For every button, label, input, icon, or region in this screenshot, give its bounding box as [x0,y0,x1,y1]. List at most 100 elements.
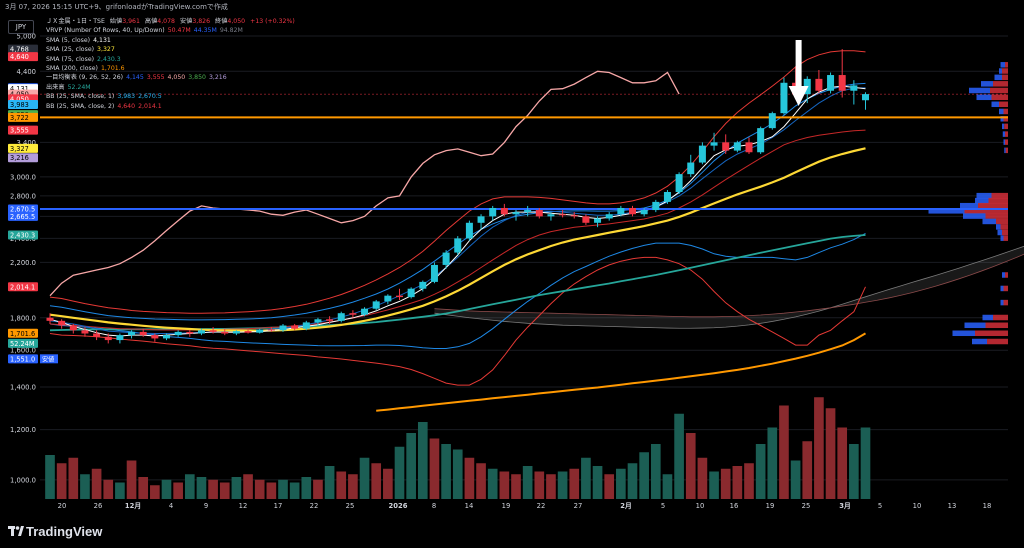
y-axis-tick: 2,800.0 [10,192,36,200]
vrvp-bar-up [1000,62,1005,68]
vrvp-bar-down [1003,235,1008,241]
vrvp-bar-up [975,197,989,204]
vrvp-bar-down [1005,272,1008,278]
indicator-name: SMA (200, close) [46,65,98,73]
vrvp-bar-down [1004,123,1008,130]
volume-bar [639,452,649,499]
indicator-name: BB (25, SMA, close, 1) [46,93,115,101]
indicator-value: 1,701.6 [100,65,125,73]
change-value: +13 (+0.32%) [250,18,295,25]
volume-bar [849,444,859,499]
tradingview-brand: TradingView [26,524,103,539]
volume-bar [359,457,370,499]
indicator-list: VRVP (Number Of Rows, 40, Up/Down) 50.47M… [46,26,295,111]
symbol-title[interactable]: ＪＸ金属・1日・TSE [46,18,105,25]
indicator-value: 4,145 [126,74,144,82]
legend-indicator-row[interactable]: VRVP (Number Of Rows, 40, Up/Down) 50.47M… [46,26,295,35]
vrvp-bar-up [999,108,1004,115]
bb1-lower-line [49,232,866,349]
vrvp-bar-down [991,192,1008,199]
legend-indicator-row[interactable]: BB (25, SMA, close, 2) 4,640 2,014.1 [46,102,295,111]
vrvp-bar-up [991,101,999,108]
vrvp-bar-down [964,208,1008,214]
price-label: 2,670.5 [10,205,35,213]
x-axis-tick: 10 [913,502,922,510]
x-axis-tick: 19 [766,502,775,510]
vrvp-bar-up [996,224,1001,230]
volume-bar [476,463,486,499]
footer: TradingView [0,514,1024,548]
currency-button[interactable]: JPY [8,20,34,34]
bb1-upper-line [49,82,866,321]
x-axis-tick: 25 [346,502,355,510]
vrvp-bar-down [1002,68,1008,74]
x-axis-tick: 17 [274,502,283,510]
vrvp-bar-up [952,330,975,337]
legend-indicator-row[interactable]: 一目均衡表 (9, 26, 52, 26) 4,145 3,555 4,050 3,85… [46,73,295,82]
price-chart[interactable]: 5,0004,4003,4003,000.02,800.02,600.02,40… [0,14,1024,514]
vrvp-bar-down [993,81,1008,87]
y-axis-tick: 1,200.0 [10,426,36,434]
volume-bar [80,474,90,499]
ichimoku-kijun-line [49,129,866,331]
volume-bar [289,482,300,499]
x-axis-tick: 20 [58,502,67,510]
candle-body [197,330,205,334]
volume-bar [499,471,510,499]
candle-body [838,75,846,91]
vrvp-bar-up [1000,285,1004,292]
high-value: 4,078 [157,18,175,25]
price-label-box [8,204,38,214]
volume-bar [441,444,451,499]
chart-header: 3月 07, 2026 15:15 UTC+9、grifonloadがTradi… [5,3,228,11]
candle-body [512,212,520,215]
candle-body [396,295,403,298]
volume-bar [650,444,661,499]
volume-bar [697,457,708,499]
x-axis-tick: 26 [94,502,103,510]
volume-bar [417,422,428,499]
indicator-value: 3,555 [146,74,165,82]
y-axis-tick: 1,000.0 [10,476,36,484]
candle-body [326,319,334,321]
vrvp-bar-up [1002,131,1005,137]
vrvp-bar-up [928,208,965,214]
volume-bar [115,482,125,499]
legend-indicator-row[interactable]: SMA (200, close) 1,701.6 [46,64,295,73]
vrvp-bar-up [1004,147,1006,154]
price-label: 1,701.6 [10,330,35,338]
vrvp-bar-up [1002,123,1005,130]
y-axis-tick: 5,000 [17,33,36,41]
tradingview-logo[interactable]: TradingView [8,524,102,539]
volume-bar [592,466,603,499]
high-label: 高値 [144,18,158,25]
candle-body [302,322,310,329]
candle-body [710,142,718,146]
price-label-box [8,328,38,338]
candle-body [267,329,275,331]
price-label: 4,640 [10,53,29,61]
legend-ohlc-row: ＪＸ金属・1日・TSE 始値3,961 高値4,078 安値3,826 終値4,… [46,17,295,26]
vrvp-bar-down [993,314,1008,321]
price-label: 2,430.3 [10,231,35,239]
indicator-value: 2,430.3 [97,55,121,63]
indicator-name: SMA (75, close) [46,55,95,63]
candle-body [535,210,543,217]
y-axis-tick: 1,800.0 [10,314,36,322]
price-label-box [8,211,38,221]
candle-body [349,313,357,315]
legend-indicator-row[interactable]: SMA (5, close) 4,131 [46,36,295,45]
legend-indicator-row[interactable]: BB (25, SMA, close, 1) 3,983 2,670.5 [46,92,295,101]
vrvp-bar-down [1000,224,1008,230]
x-axis-tick: 9 [204,502,208,510]
legend-indicator-row[interactable]: SMA (25, close) 3,327 [46,45,295,54]
volume-bar [662,474,673,499]
volume-bar [837,427,848,499]
y-axis-tick: 4,400 [17,68,36,76]
vrvp-bar-down [990,87,1008,94]
price-label-box [8,44,38,54]
indicator-value: 4,640 [117,102,136,110]
legend-indicator-row[interactable]: 出来高 52.24M [46,83,295,92]
legend-indicator-row[interactable]: SMA (75, close) 2,430.3 [46,55,295,64]
bb2-lower-line [49,256,866,386]
